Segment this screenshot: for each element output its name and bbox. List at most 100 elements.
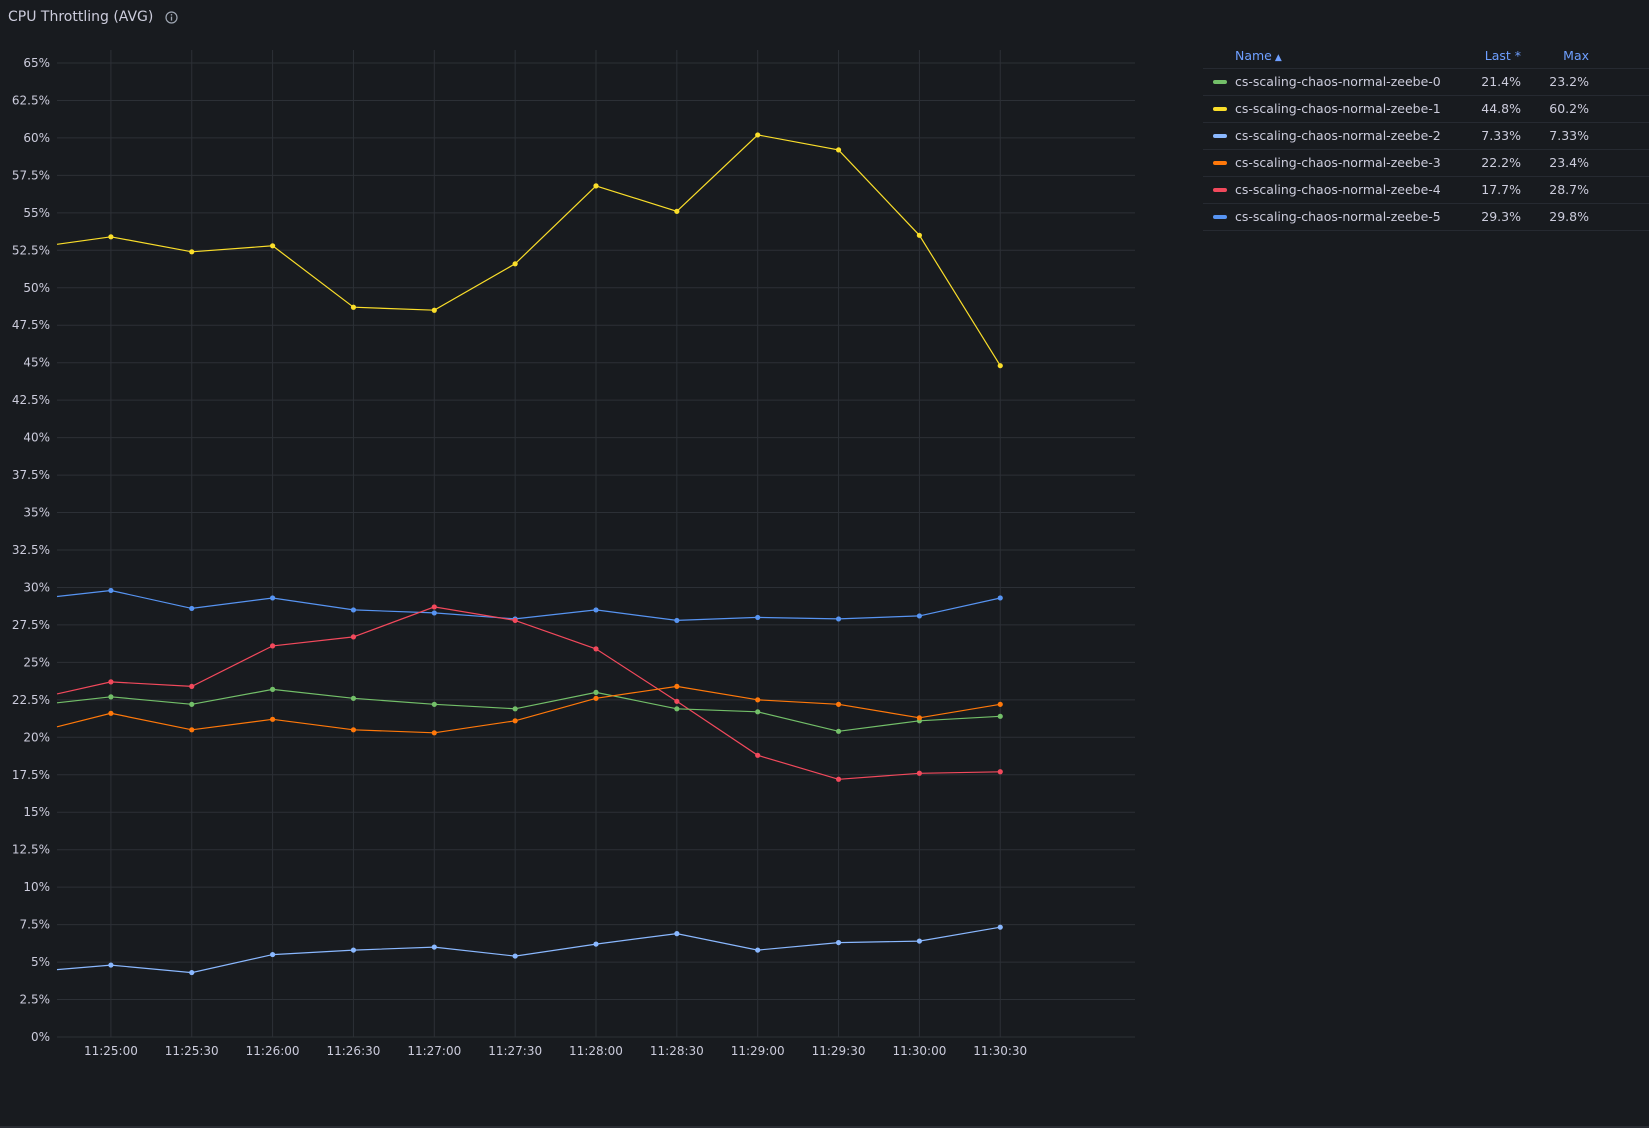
data-point xyxy=(350,304,357,310)
data-point xyxy=(755,709,761,715)
data-point xyxy=(593,607,599,613)
legend-max-value: 29.8% xyxy=(1549,209,1589,224)
x-tick-label: 11:26:00 xyxy=(246,1044,300,1058)
legend-series-name: cs-scaling-chaos-normal-zeebe-4 xyxy=(1235,182,1441,197)
legend-header-last[interactable]: Last * xyxy=(1484,48,1521,63)
legend-row[interactable]: cs-scaling-chaos-normal-zeebe-5 29.3% 29.8… xyxy=(1203,204,1649,231)
data-point xyxy=(835,939,842,946)
data-point xyxy=(189,249,195,255)
legend-body: cs-scaling-chaos-normal-zeebe-0 21.4% 23.2… xyxy=(1203,69,1649,231)
data-point xyxy=(674,706,680,712)
x-tick-label: 11:29:00 xyxy=(731,1044,785,1058)
data-point xyxy=(512,706,518,712)
x-tick-label: 11:25:30 xyxy=(165,1044,219,1058)
y-tick-label: 62.5% xyxy=(12,93,50,107)
data-point xyxy=(997,595,1003,601)
legend-mean-value: 5 xyxy=(1605,96,1649,122)
data-point xyxy=(512,617,518,624)
series-line xyxy=(56,606,1001,780)
data-point xyxy=(189,605,195,612)
data-point xyxy=(431,604,437,610)
data-point xyxy=(350,634,357,640)
y-tick-label: 55% xyxy=(23,206,50,220)
series-color-swatch xyxy=(1213,188,1227,192)
legend-row[interactable]: cs-scaling-chaos-normal-zeebe-2 7.33% 7.33… xyxy=(1203,123,1649,150)
legend-row[interactable]: cs-scaling-chaos-normal-zeebe-1 44.8% 60.2… xyxy=(1203,96,1649,123)
data-point xyxy=(431,701,437,707)
legend-series-name: cs-scaling-chaos-normal-zeebe-1 xyxy=(1235,101,1441,116)
data-point xyxy=(431,730,437,736)
info-circle-icon[interactable] xyxy=(165,10,178,24)
data-point xyxy=(189,727,195,733)
legend-row[interactable]: cs-scaling-chaos-normal-zeebe-3 22.2% 23.4… xyxy=(1203,150,1649,177)
data-point xyxy=(512,953,518,959)
data-point xyxy=(916,232,923,238)
y-tick-label: 2.5% xyxy=(20,993,51,1007)
data-point xyxy=(189,683,195,689)
y-tick-label: 40% xyxy=(23,431,50,445)
legend-row[interactable]: cs-scaling-chaos-normal-zeebe-0 21.4% 23.2… xyxy=(1203,69,1649,96)
legend-max-value: 23.2% xyxy=(1549,74,1589,89)
y-tick-label: 27.5% xyxy=(12,618,50,632)
legend-mean-value: 5. xyxy=(1605,123,1649,149)
y-tick-label: 15% xyxy=(23,805,50,819)
data-point xyxy=(108,234,114,240)
y-tick-label: 10% xyxy=(23,880,50,894)
series-line xyxy=(56,926,1001,974)
panel-header: CPU Throttling (AVG) xyxy=(0,0,1649,34)
legend-mean-value: 22 xyxy=(1605,69,1649,95)
series-color-swatch xyxy=(1213,161,1227,165)
legend-header-name[interactable]: Name ▲ xyxy=(1235,44,1282,70)
x-tick-label: 11:27:30 xyxy=(488,1044,542,1058)
data-point xyxy=(593,695,599,701)
data-point xyxy=(512,261,518,267)
legend-series-name: cs-scaling-chaos-normal-zeebe-0 xyxy=(1235,74,1441,89)
data-point xyxy=(997,769,1003,775)
y-tick-label: 22.5% xyxy=(12,693,50,707)
legend-header-max[interactable]: Max xyxy=(1563,48,1589,63)
data-point xyxy=(916,770,923,776)
legend-max-value: 60.2% xyxy=(1549,101,1589,116)
data-point xyxy=(431,944,437,950)
series-line xyxy=(56,688,1001,732)
series-color-swatch xyxy=(1213,80,1227,84)
legend-max-value: 28.7% xyxy=(1549,182,1589,197)
y-tick-label: 45% xyxy=(23,356,50,370)
data-point xyxy=(755,947,761,953)
data-point xyxy=(512,718,518,724)
x-tick-label: 11:30:00 xyxy=(892,1044,946,1058)
data-point xyxy=(431,307,437,313)
y-tick-label: 50% xyxy=(23,281,50,295)
legend-row[interactable]: cs-scaling-chaos-normal-zeebe-4 17.7% 28.7… xyxy=(1203,177,1649,204)
series-color-swatch xyxy=(1213,107,1227,111)
data-point xyxy=(270,716,276,722)
y-tick-label: 60% xyxy=(23,131,50,145)
data-point xyxy=(674,931,680,937)
y-tick-label: 65% xyxy=(23,56,50,70)
legend-header-mean[interactable]: M xyxy=(1605,44,1649,68)
y-tick-label: 57.5% xyxy=(12,168,50,182)
data-point xyxy=(916,938,923,944)
y-tick-label: 37.5% xyxy=(12,468,50,482)
data-point xyxy=(350,607,357,613)
data-point xyxy=(916,715,923,721)
data-point xyxy=(431,610,437,616)
x-tick-label: 11:27:00 xyxy=(407,1044,461,1058)
data-point xyxy=(593,689,599,695)
panel-bottom-border xyxy=(0,1126,1649,1128)
data-point xyxy=(108,587,114,594)
data-point xyxy=(916,613,923,619)
data-point xyxy=(108,962,114,968)
data-point xyxy=(189,701,195,707)
y-tick-label: 30% xyxy=(23,580,50,594)
x-tick-label: 11:29:30 xyxy=(812,1044,866,1058)
data-point xyxy=(593,941,599,947)
data-point xyxy=(755,614,761,621)
data-point xyxy=(997,924,1003,930)
data-point xyxy=(835,701,842,707)
time-series-chart: 0% 2.5% 5% 7.5% 10% 12.5% 15% 17.5% 20% 22.5% 25% 2… xyxy=(12,50,1135,1058)
data-point xyxy=(755,132,761,138)
legend-header-name-label: Name xyxy=(1235,48,1272,63)
y-tick-label: 35% xyxy=(23,506,50,520)
data-point xyxy=(835,616,842,622)
